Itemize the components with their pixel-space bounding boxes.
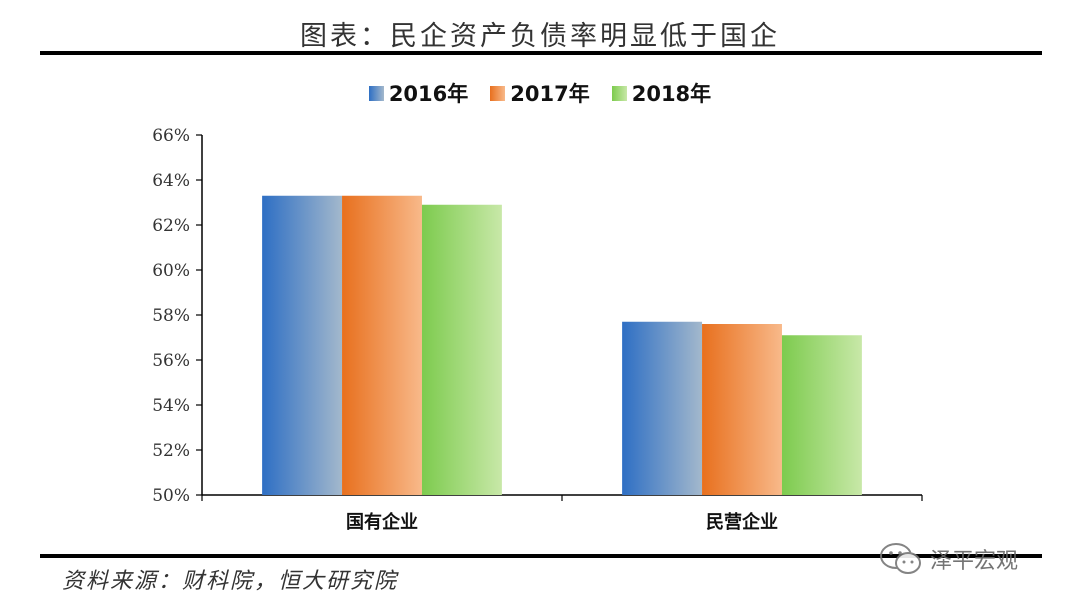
chart-title: 图表：民企资产负债率明显低于国企 — [300, 21, 780, 52]
watermark-text: 泽平宏观 — [930, 549, 1019, 574]
y-tick-label: 66% — [152, 126, 190, 146]
x-category-label: 国有企业 — [346, 511, 418, 533]
legend: 2016年 2017年 2018年 — [0, 78, 1080, 108]
y-tick-label: 54% — [152, 396, 190, 416]
bottom-rule — [40, 554, 1042, 558]
y-tick-label: 52% — [152, 441, 190, 461]
bar-2-1 — [781, 335, 862, 495]
legend-label-2016: 2016年 — [388, 82, 469, 106]
y-tick-label: 64% — [152, 171, 190, 191]
watermark: 泽平宏观 — [878, 540, 1018, 578]
bar-1-0 — [342, 195, 422, 495]
y-tick-label: 50% — [152, 486, 190, 506]
y-tick-label: 60% — [152, 261, 190, 281]
legend-swatch-2018 — [611, 85, 627, 101]
y-tick-label: 62% — [152, 216, 190, 236]
source-note: 资料来源：财科院，恒大研究院 — [62, 569, 399, 594]
y-tick-label: 56% — [152, 351, 190, 371]
y-tick-label: 58% — [152, 306, 190, 326]
bar-2-0 — [421, 204, 502, 495]
bar-0-0 — [262, 195, 343, 495]
x-category-label: 民营企业 — [706, 511, 778, 533]
legend-item-2017: 2017年 — [490, 78, 590, 108]
bar-1-1 — [702, 324, 782, 495]
wechat-icon — [880, 543, 921, 574]
legend-label-2018: 2018年 — [631, 82, 712, 106]
legend-item-2018: 2018年 — [611, 78, 712, 108]
legend-swatch-2016 — [368, 85, 384, 101]
legend-label-2017: 2017年 — [510, 82, 590, 106]
legend-swatch-2017 — [490, 85, 506, 101]
bar-0-1 — [622, 321, 703, 495]
legend-item-2016: 2016年 — [368, 78, 469, 108]
top-rule — [40, 51, 1042, 55]
